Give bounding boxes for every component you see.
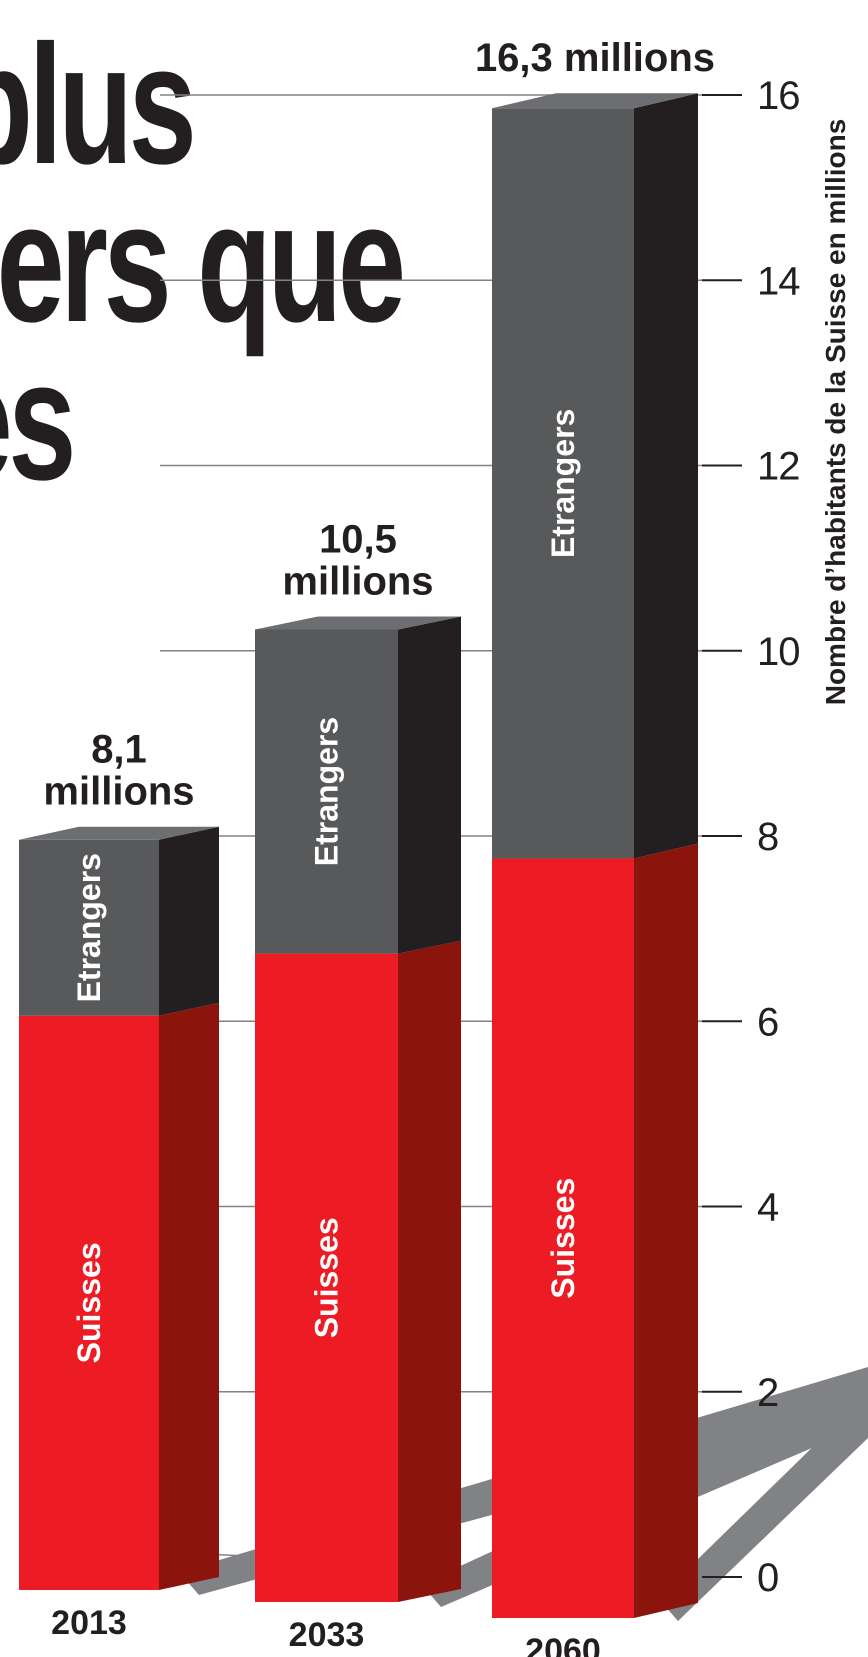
bar-top-2033 (255, 616, 461, 630)
bar-top-2060 (492, 93, 698, 109)
y-axis-title: Nombre d’habitants de la Suisse en milli… (820, 119, 851, 706)
bar-side-etrangers-2013 (159, 826, 219, 1016)
bar-etrangers-2033 (255, 629, 398, 954)
y-tick-label: 0 (757, 1556, 778, 1600)
total-label: millions (43, 770, 194, 814)
y-tick-label: 8 (757, 815, 778, 859)
segment-label-suisses: Suisses (545, 1178, 581, 1299)
x-tick-label: 2013 (51, 1604, 127, 1642)
y-tick-label: 2 (757, 1371, 778, 1415)
y-tick-label: 10 (757, 630, 800, 674)
total-label: 8,1 (91, 728, 147, 772)
bar-top-2013 (19, 826, 219, 840)
total-label: millions (282, 559, 433, 603)
segment-label-etrangers: Etrangers (545, 409, 581, 558)
y-axis: 0 2 4 6 8 10 12 14 16 (702, 74, 801, 1600)
bar-side-etrangers-2033 (398, 616, 461, 954)
bar-suisses-2013 (19, 1015, 159, 1590)
bars (19, 93, 698, 1618)
segment-label-suisses: Suisses (309, 1217, 345, 1338)
bar-etrangers-2013 (19, 839, 159, 1016)
y-tick-label: 4 (757, 1186, 779, 1230)
bar-side-suisses-2060 (634, 843, 698, 1618)
bar-etrangers-2060 (492, 108, 634, 859)
bar-suisses-2033 (255, 953, 398, 1602)
data-labels: SuissesEtrangers8,1millions2013SuissesEt… (43, 36, 715, 1657)
segment-label-etrangers: Etrangers (309, 717, 345, 866)
bar-side-suisses-2013 (159, 1002, 219, 1590)
bar-side-etrangers-2060 (634, 93, 698, 859)
y-tick-label: 12 (757, 445, 800, 489)
bar-suisses-2060 (492, 858, 634, 1618)
segment-label-suisses: Suisses (71, 1242, 107, 1363)
bar-side-suisses-2033 (398, 940, 461, 1602)
total-label: 10,5 (319, 517, 397, 561)
y-tick-label: 14 (757, 259, 800, 303)
total-label: 16,3 millions (475, 36, 715, 80)
bar-shadow (658, 1393, 868, 1621)
y-tick-label: 16 (757, 74, 800, 118)
y-tick-label: 6 (757, 1000, 778, 1044)
x-tick-label: 2033 (289, 1616, 365, 1654)
segment-label-etrangers: Etrangers (71, 853, 107, 1002)
x-tick-label: 2060 (525, 1632, 601, 1657)
